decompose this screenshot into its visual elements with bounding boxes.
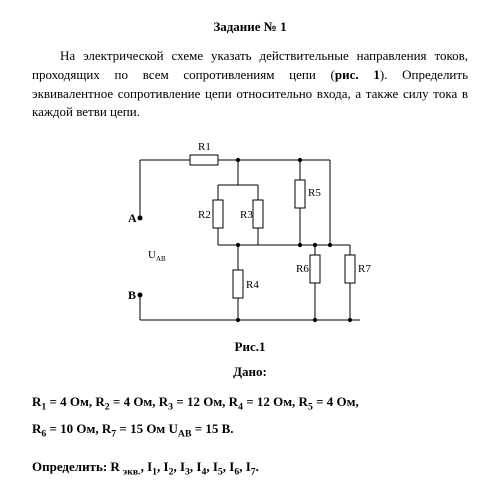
label-uab-sub: AB — [156, 255, 166, 263]
find-line: Определить: R экв., I1, I2, I3, I4, I5, … — [32, 458, 468, 480]
terminal-a: A — [128, 211, 137, 225]
figure-caption: Рис.1 — [32, 338, 468, 357]
task-paragraph: На электрической схеме указать действите… — [32, 47, 468, 122]
label-r4: R4 — [246, 279, 259, 291]
label-r5: R5 — [308, 187, 321, 199]
values-line-2: R6 = 10 Ом, R7 = 15 Ом UAB = 15 В. — [32, 417, 468, 444]
circuit-diagram: R1 A U AB B R2 — [32, 130, 468, 330]
label-r7: R7 — [358, 263, 371, 275]
label-r2: R2 — [198, 209, 211, 221]
terminal-b: B — [128, 288, 136, 302]
label-r1: R1 — [198, 141, 211, 153]
values-line-1: R1 = 4 Ом, R2 = 4 Ом, R3 = 12 Ом, R4 = 1… — [32, 390, 468, 417]
given-values: R1 = 4 Ом, R2 = 4 Ом, R3 = 12 Ом, R4 = 1… — [32, 390, 468, 444]
label-uab: U — [148, 249, 156, 261]
given-heading: Дано: — [32, 363, 468, 382]
label-r3: R3 — [240, 209, 253, 221]
task-title: Задание № 1 — [32, 18, 468, 37]
figure-ref: рис. 1 — [335, 67, 380, 82]
label-r6: R6 — [296, 263, 309, 275]
